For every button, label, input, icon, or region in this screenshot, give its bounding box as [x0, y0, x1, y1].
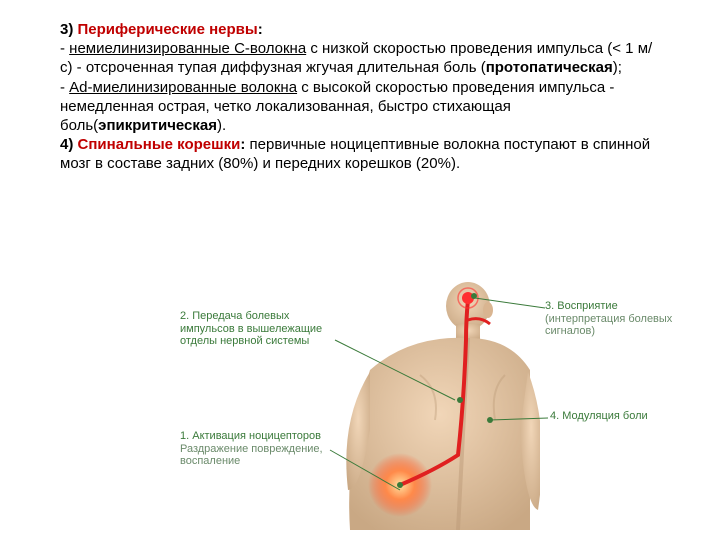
callout-4: 4. Модуляция боли	[550, 410, 670, 423]
callout-2-num: 2.	[180, 310, 189, 322]
section3-num: 3)	[60, 21, 73, 38]
fiber-c-paintype: протопатическая	[486, 59, 613, 76]
dash2: -	[60, 79, 69, 96]
callout-4-num: 4.	[550, 410, 559, 422]
callout-1-num: 1.	[180, 430, 189, 442]
section3-colon: :	[258, 21, 263, 38]
main-text: 3) Периферические нервы: - немиелинизиро…	[60, 20, 660, 174]
fiber-a-paintype: эпикритическая	[98, 117, 217, 134]
fiber-c-rest2: );	[613, 59, 622, 76]
callout-2-title: Передача болевых импульсов в вышележащие…	[180, 310, 322, 347]
dash1: -	[60, 40, 69, 57]
callout-3-num: 3.	[545, 300, 554, 312]
callout-2: 2. Передача болевых импульсов в вышележа…	[180, 310, 340, 348]
section3-heading: Периферические нервы	[78, 21, 258, 38]
section4-num: 4)	[60, 136, 73, 153]
fiber-c-label: немиелинизированные С-волокна	[69, 40, 306, 57]
callout-3-title: Восприятие	[557, 300, 617, 312]
callout-3: 3. Восприятие (интерпретация болевых сиг…	[545, 300, 695, 338]
body-figure	[340, 280, 540, 530]
fiber-a-rest2: ).	[217, 117, 226, 134]
section4-heading: Спинальные корешки	[78, 136, 241, 153]
callout-3-sub: (интерпретация болевых сигналов)	[545, 313, 672, 338]
callout-1-title: Активация ноцицепторов	[192, 430, 321, 442]
callout-4-title: Модуляция боли	[562, 410, 647, 422]
slide: 3) Периферические нервы: - немиелинизиро…	[0, 0, 720, 540]
callout-1-sub: Раздражение повреждение, воспаление	[180, 443, 323, 468]
callout-1: 1. Активация ноцицепторов Раздражение по…	[180, 430, 330, 468]
fiber-a-label: Аd-миелинизированные волокна	[69, 79, 297, 96]
pain-pathway-diagram: 1. Активация ноцицепторов Раздражение по…	[120, 280, 680, 530]
